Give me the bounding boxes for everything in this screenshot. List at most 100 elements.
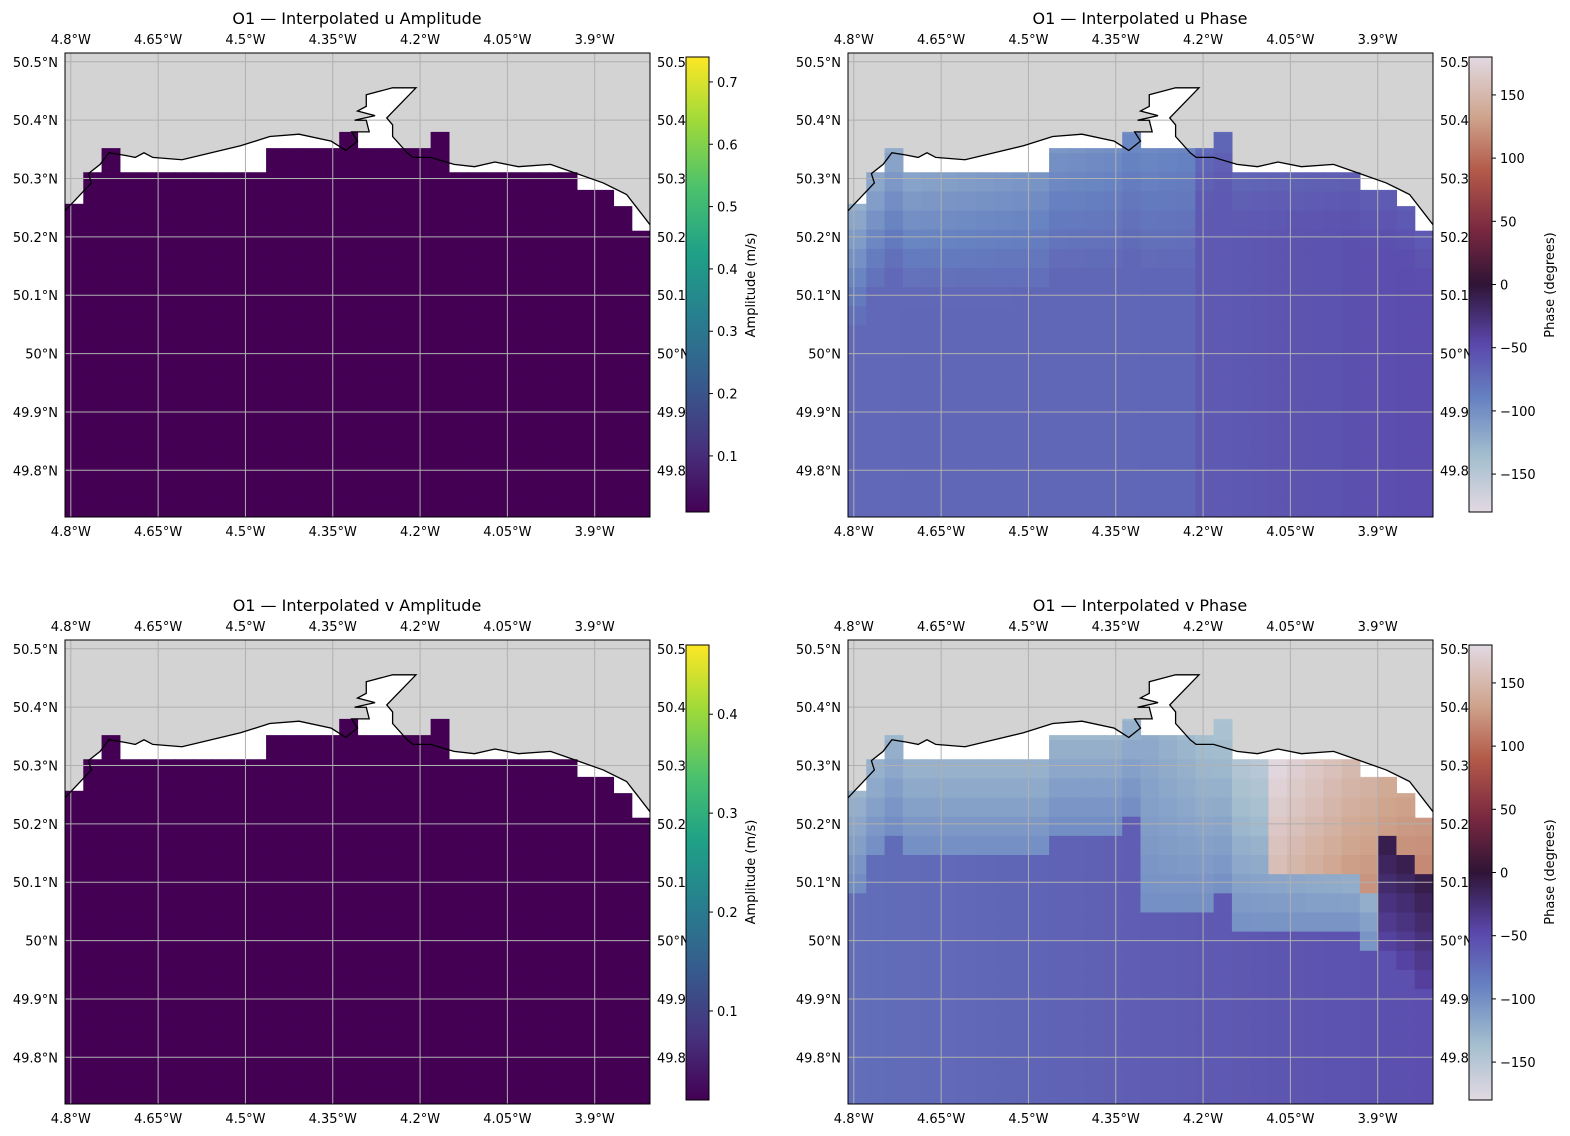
data-cell — [540, 440, 560, 461]
data-cell — [467, 363, 487, 384]
data-cell — [1305, 759, 1324, 780]
lat-tick-label-right: 49.9 — [657, 993, 686, 1008]
data-cell — [1103, 874, 1123, 894]
data-cell — [522, 287, 541, 307]
data-cell — [485, 855, 505, 875]
data-cell — [1140, 248, 1160, 269]
data-cell — [211, 759, 231, 780]
data-cell — [65, 344, 84, 365]
data-cell — [467, 969, 487, 990]
data-cell — [1378, 1027, 1398, 1048]
data-cell — [1359, 912, 1379, 933]
data-cell — [1359, 440, 1379, 461]
data-cell — [1103, 248, 1123, 269]
lon-tick-label-bottom: 4.2°W — [1183, 1112, 1223, 1127]
data-cell — [975, 835, 995, 856]
data-cell — [302, 268, 322, 288]
data-cell — [1049, 740, 1068, 760]
data-cell — [266, 1046, 285, 1067]
lat-tick-label-left: 50°N — [808, 935, 841, 950]
data-cell — [921, 1008, 941, 1028]
data-cell — [1305, 969, 1324, 990]
data-cell — [1140, 325, 1160, 346]
data-cell — [156, 172, 176, 193]
data-cell — [957, 248, 977, 269]
data-cell — [613, 855, 633, 875]
data-cell — [1305, 306, 1324, 327]
data-cell — [1122, 893, 1142, 914]
data-cell — [558, 1027, 578, 1048]
data-cell — [1195, 172, 1215, 193]
data-cell — [339, 440, 359, 461]
data-cell — [375, 268, 395, 288]
data-cell — [1305, 210, 1324, 231]
data-cell — [558, 874, 578, 894]
data-cell — [921, 344, 941, 365]
lon-tick-label-top: 4.5°W — [1008, 620, 1048, 635]
data-cell — [1085, 210, 1105, 231]
data-cell — [1213, 969, 1233, 990]
data-cell — [302, 855, 322, 875]
data-cell — [1158, 172, 1178, 193]
data-cell — [83, 478, 103, 499]
data-cell — [613, 793, 633, 799]
lat-tick-label-right: 49.9 — [1440, 406, 1469, 421]
data-cell — [448, 1008, 468, 1028]
data-cell — [1286, 306, 1306, 327]
coastline — [848, 674, 1433, 813]
data-cell — [1067, 816, 1087, 837]
data-cell — [101, 306, 121, 327]
data-cell — [192, 459, 212, 480]
colorbar-tick-label: −100 — [1500, 993, 1536, 1008]
data-cell — [1268, 172, 1288, 193]
data-cell — [357, 893, 377, 914]
data-cell — [866, 229, 886, 250]
data-cell — [1268, 459, 1288, 480]
data-cell — [994, 950, 1014, 971]
data-cell — [1286, 210, 1306, 231]
data-cell — [1067, 735, 1087, 741]
lat-tick-label-right: 50.4 — [657, 114, 686, 129]
data-cell — [247, 306, 267, 327]
data-cell — [1323, 1027, 1343, 1048]
data-cell — [1012, 497, 1032, 517]
data-cell — [1378, 1084, 1398, 1104]
data-cell — [1378, 325, 1398, 346]
data-cell — [1140, 1084, 1160, 1104]
lon-tick-label-bottom: 4.8°W — [834, 525, 874, 540]
data-cell — [1122, 1084, 1142, 1104]
colorbar-tick-label: 0 — [1500, 867, 1508, 882]
data-cell — [430, 459, 450, 480]
data-cell — [1341, 344, 1361, 365]
data-cell — [540, 1065, 560, 1086]
data-cell — [357, 344, 377, 365]
data-cell — [1305, 497, 1324, 517]
data-cell — [1158, 1084, 1178, 1104]
data-cell — [994, 459, 1014, 480]
data-cell — [339, 1084, 359, 1104]
data-cell — [101, 421, 121, 441]
data-cell — [1268, 778, 1288, 799]
data-cell — [1305, 459, 1324, 480]
data-cell — [1067, 874, 1087, 894]
data-cell — [503, 478, 523, 499]
data-cell — [1231, 325, 1251, 346]
data-cell — [540, 344, 560, 365]
data-cell — [302, 931, 322, 952]
data-cell — [101, 778, 121, 799]
data-cell — [1103, 740, 1123, 760]
data-cell — [65, 1046, 84, 1067]
data-cell — [939, 1008, 959, 1028]
data-cell — [866, 363, 886, 384]
data-cell — [247, 229, 267, 250]
data-cell — [394, 735, 413, 741]
data-cell — [211, 855, 231, 875]
data-cell — [65, 497, 84, 517]
data-cell — [1049, 1084, 1068, 1104]
map-area: 4.8°W4.8°W4.65°W4.65°W4.5°W4.5°W4.35°W4.… — [796, 33, 1473, 540]
data-cell — [522, 1027, 541, 1048]
data-cell — [302, 778, 322, 799]
colorbar-tick-label: 50 — [1500, 803, 1517, 818]
data-cell — [320, 153, 340, 173]
data-cell — [485, 797, 505, 818]
